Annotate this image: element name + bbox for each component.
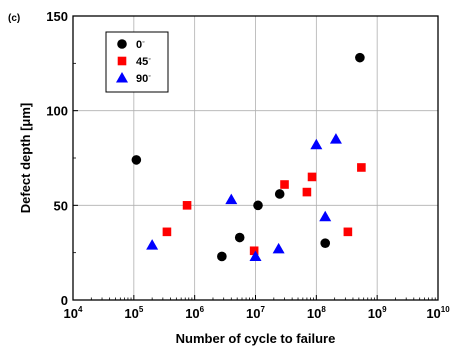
data-point-triangle — [272, 242, 285, 254]
panel-label: (c) — [8, 13, 20, 24]
data-point-triangle — [310, 138, 323, 150]
legend-label: 45◦ — [136, 56, 151, 68]
x-tick-label: 106 — [185, 305, 204, 321]
data-point-square — [357, 163, 366, 172]
legend-marker-circle — [117, 39, 127, 49]
legend: 0◦ 45◦ 90◦ — [105, 31, 169, 93]
data-point-square — [280, 180, 289, 189]
x-tick-label: 1010 — [426, 305, 450, 321]
data-point-triangle — [329, 133, 342, 144]
data-point-circle — [355, 52, 365, 63]
data-point-circle — [217, 251, 227, 262]
legend-marker-triangle — [116, 72, 128, 83]
data-point-triangle — [225, 193, 238, 205]
y-axis-title: Defect depth [μm] — [18, 103, 33, 214]
data-point-circle — [131, 155, 142, 165]
data-point-triangle — [319, 210, 332, 222]
data-point-square — [302, 187, 312, 197]
data-point-square — [162, 227, 172, 237]
y-tick-label: 150 — [46, 9, 68, 24]
x-tick-label: 104 — [64, 305, 83, 321]
y-tick-label: 100 — [46, 104, 68, 119]
data-point-triangle — [146, 239, 159, 250]
x-tick-label: 108 — [307, 305, 326, 321]
legend-marker-square — [117, 56, 127, 66]
data-point-circle — [234, 232, 245, 243]
x-axis-title: Number of cycle to failure — [176, 331, 336, 346]
data-point-square — [343, 227, 353, 237]
legend-label: 0◦ — [136, 39, 145, 51]
y-tick-label: 0 — [61, 293, 68, 308]
y-tick-label: 50 — [54, 198, 68, 213]
data-point-square — [307, 172, 317, 182]
data-point-circle — [320, 238, 331, 248]
plot-frame — [72, 15, 439, 301]
x-tick-label: 107 — [246, 305, 265, 321]
data-point-square — [182, 201, 192, 210]
x-tick-label: 109 — [368, 305, 387, 321]
data-points — [131, 52, 366, 262]
axis-ticks: 104 105 106 107 108 109 1010 0 50 100 150 — [46, 9, 450, 321]
legend-label: 90◦ — [136, 73, 151, 85]
data-point-circle — [253, 200, 263, 211]
x-tick-label: 105 — [124, 305, 143, 321]
data-point-square — [249, 246, 259, 256]
data-point-circle — [274, 189, 285, 199]
data-point-triangle — [249, 250, 262, 261]
